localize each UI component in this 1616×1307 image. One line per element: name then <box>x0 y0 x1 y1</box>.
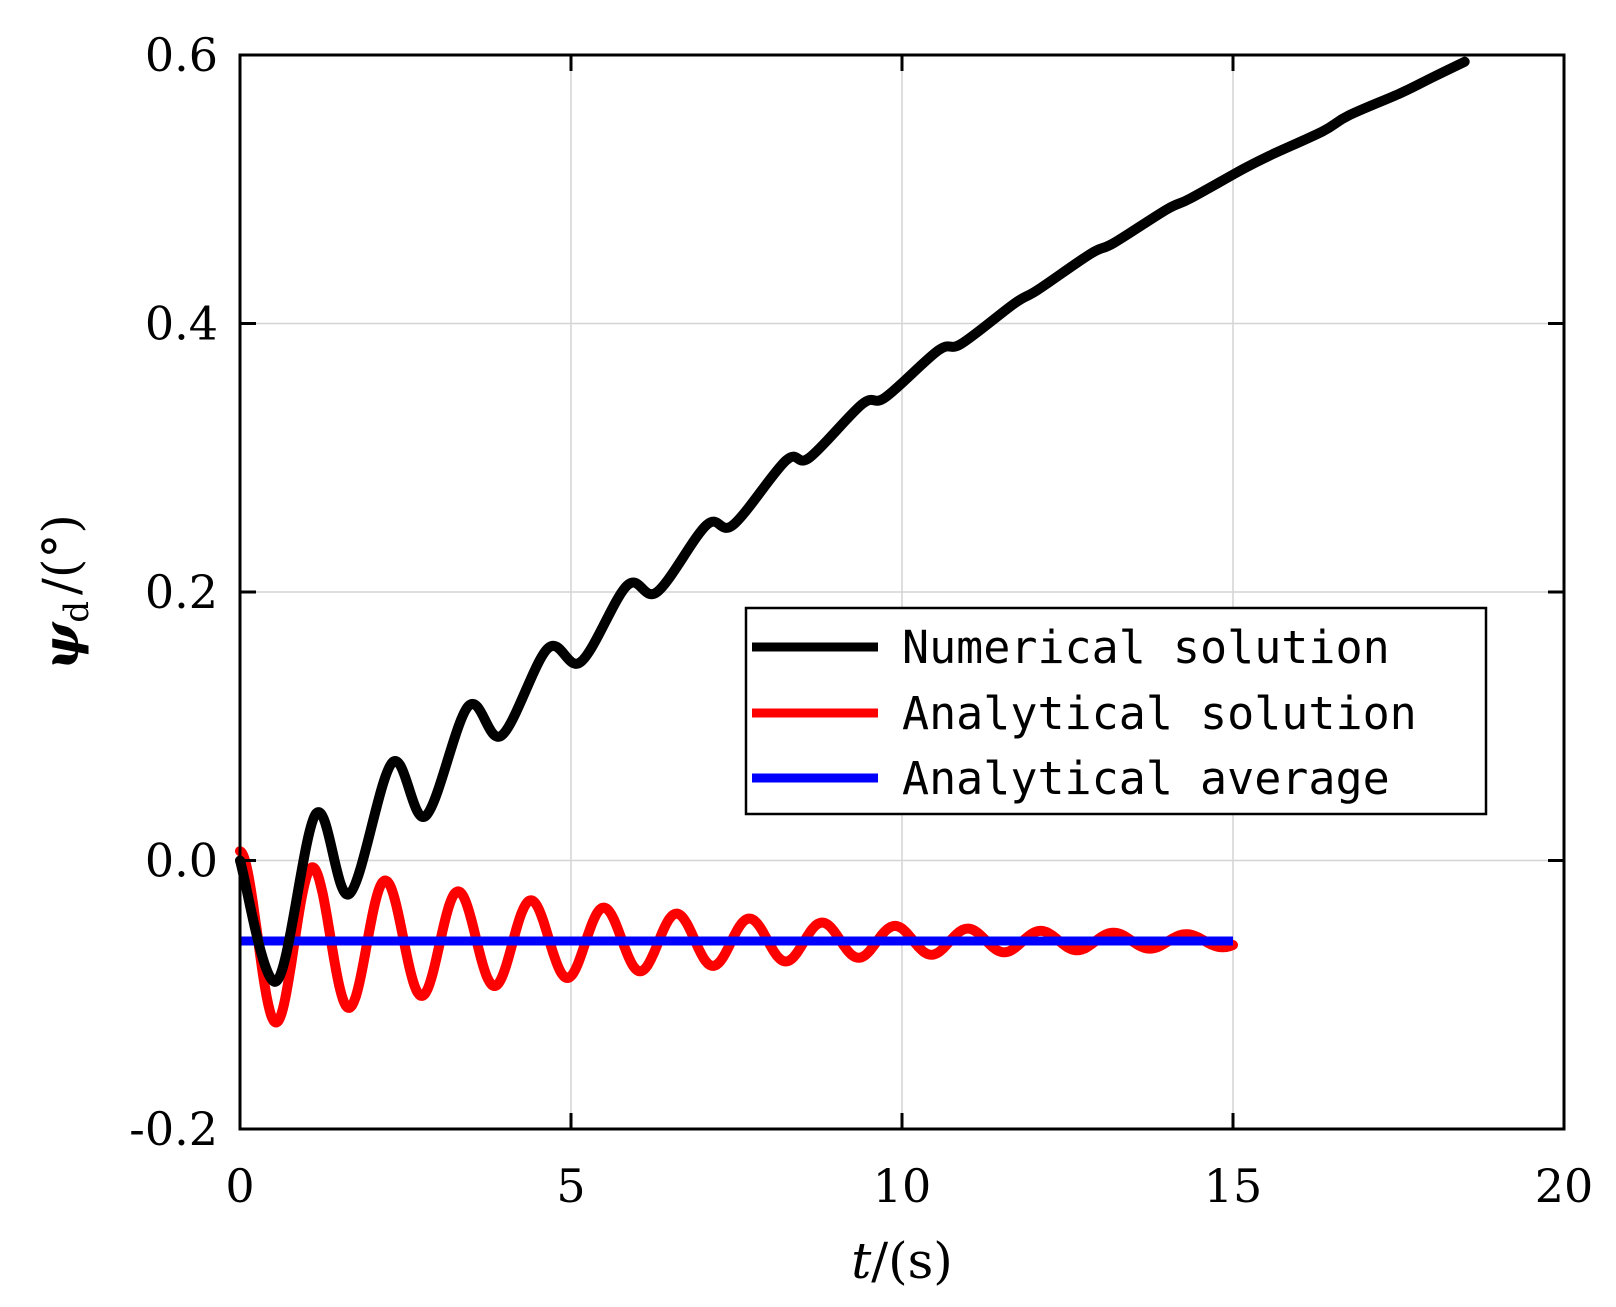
x-tick-label: 20 <box>1535 1159 1594 1213</box>
y-axis-label: ψd/(°) <box>31 514 97 670</box>
legend-label-analytical: Analytical solution <box>902 687 1417 740</box>
x-tick-label: 10 <box>873 1159 932 1213</box>
y-tick-label: -0.2 <box>129 1102 218 1156</box>
x-tick-label: 5 <box>556 1159 585 1213</box>
x-tick-label: 15 <box>1204 1159 1263 1213</box>
x-axis-label: t/(s) <box>851 1232 953 1290</box>
y-tick-label: 0.2 <box>145 565 218 619</box>
analytical-solution-line <box>235 846 1238 1028</box>
legend: Numerical solution Analytical solution A… <box>744 606 1488 816</box>
legend-label-average: Analytical average <box>902 752 1390 805</box>
y-tick-label: 0.6 <box>145 28 218 82</box>
series-layer <box>235 56 1470 1028</box>
legend-label-numerical: Numerical solution <box>902 621 1390 674</box>
grid <box>240 55 1564 1129</box>
ticks <box>240 55 1564 1129</box>
x-tick-label: 0 <box>225 1159 254 1213</box>
y-tick-label: 0.4 <box>145 297 218 351</box>
tick-labels: 0 5 10 15 20 -0.2 0.0 0.2 0.4 0.6 <box>129 28 1593 1213</box>
numerical-solution-line <box>235 56 1470 987</box>
y-tick-label: 0.0 <box>145 834 218 888</box>
